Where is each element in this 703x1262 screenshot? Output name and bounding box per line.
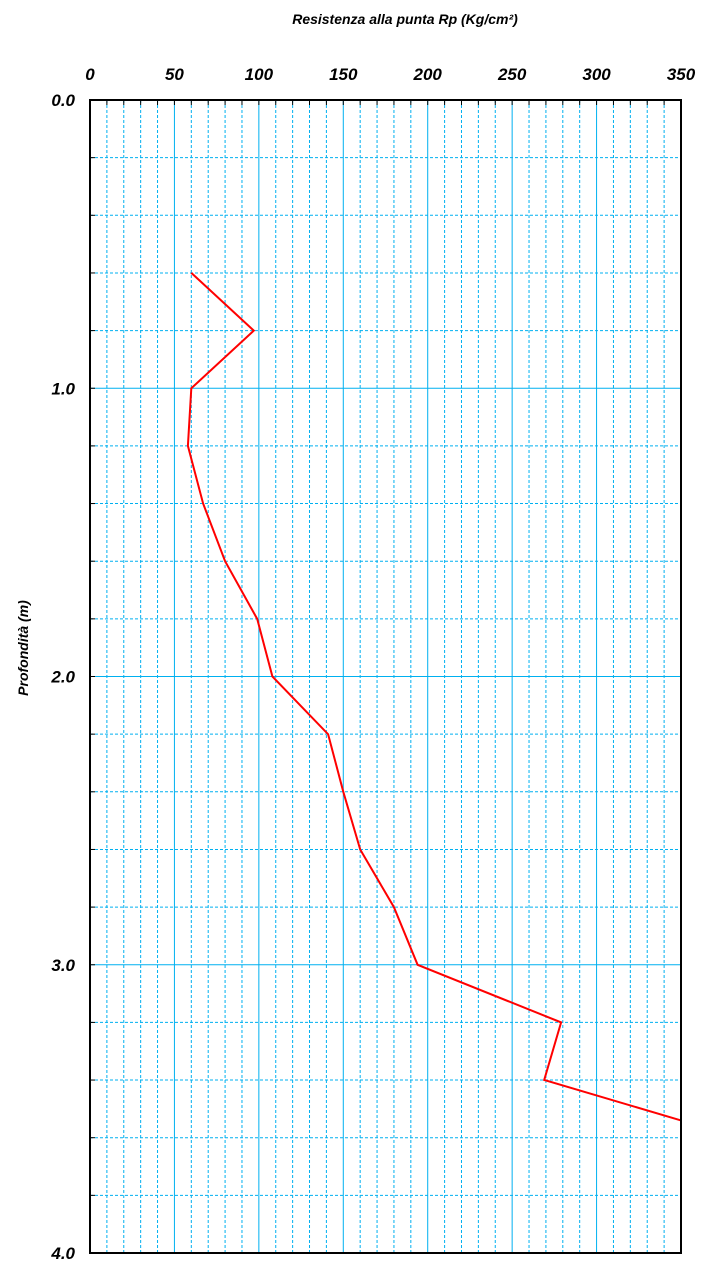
y-tick-label: 4.0 (50, 1244, 75, 1262)
x-tick-label: 50 (165, 65, 184, 84)
series-line (186, 272, 682, 1122)
grid-major (90, 100, 681, 1253)
y-tick-label: 0.0 (51, 91, 75, 110)
y-axis-title: Profondità (m) (15, 600, 31, 696)
x-tick-label: 150 (329, 65, 358, 84)
x-axis-title: Resistenza alla punta Rp (Kg/cm²) (292, 11, 518, 27)
y-tick-label: 1.0 (51, 379, 75, 398)
x-tick-label: 250 (497, 65, 527, 84)
x-tick-labels: 0 50 100 150 200 250 300 350 (85, 65, 695, 84)
y-tick-label: 2.0 (50, 668, 75, 687)
series-group (186, 272, 682, 1122)
plot-frame (89, 99, 682, 1254)
y-tick-label: 3.0 (51, 956, 75, 975)
x-tick-label: 350 (667, 65, 696, 84)
x-tick-label: 100 (245, 65, 274, 84)
x-tick-label: 200 (413, 65, 443, 84)
y-tick-labels: 0.0 1.0 2.0 3.0 4.0 (50, 91, 75, 1262)
x-tick-label: 0 (85, 65, 95, 84)
x-tick-label: 300 (582, 65, 611, 84)
